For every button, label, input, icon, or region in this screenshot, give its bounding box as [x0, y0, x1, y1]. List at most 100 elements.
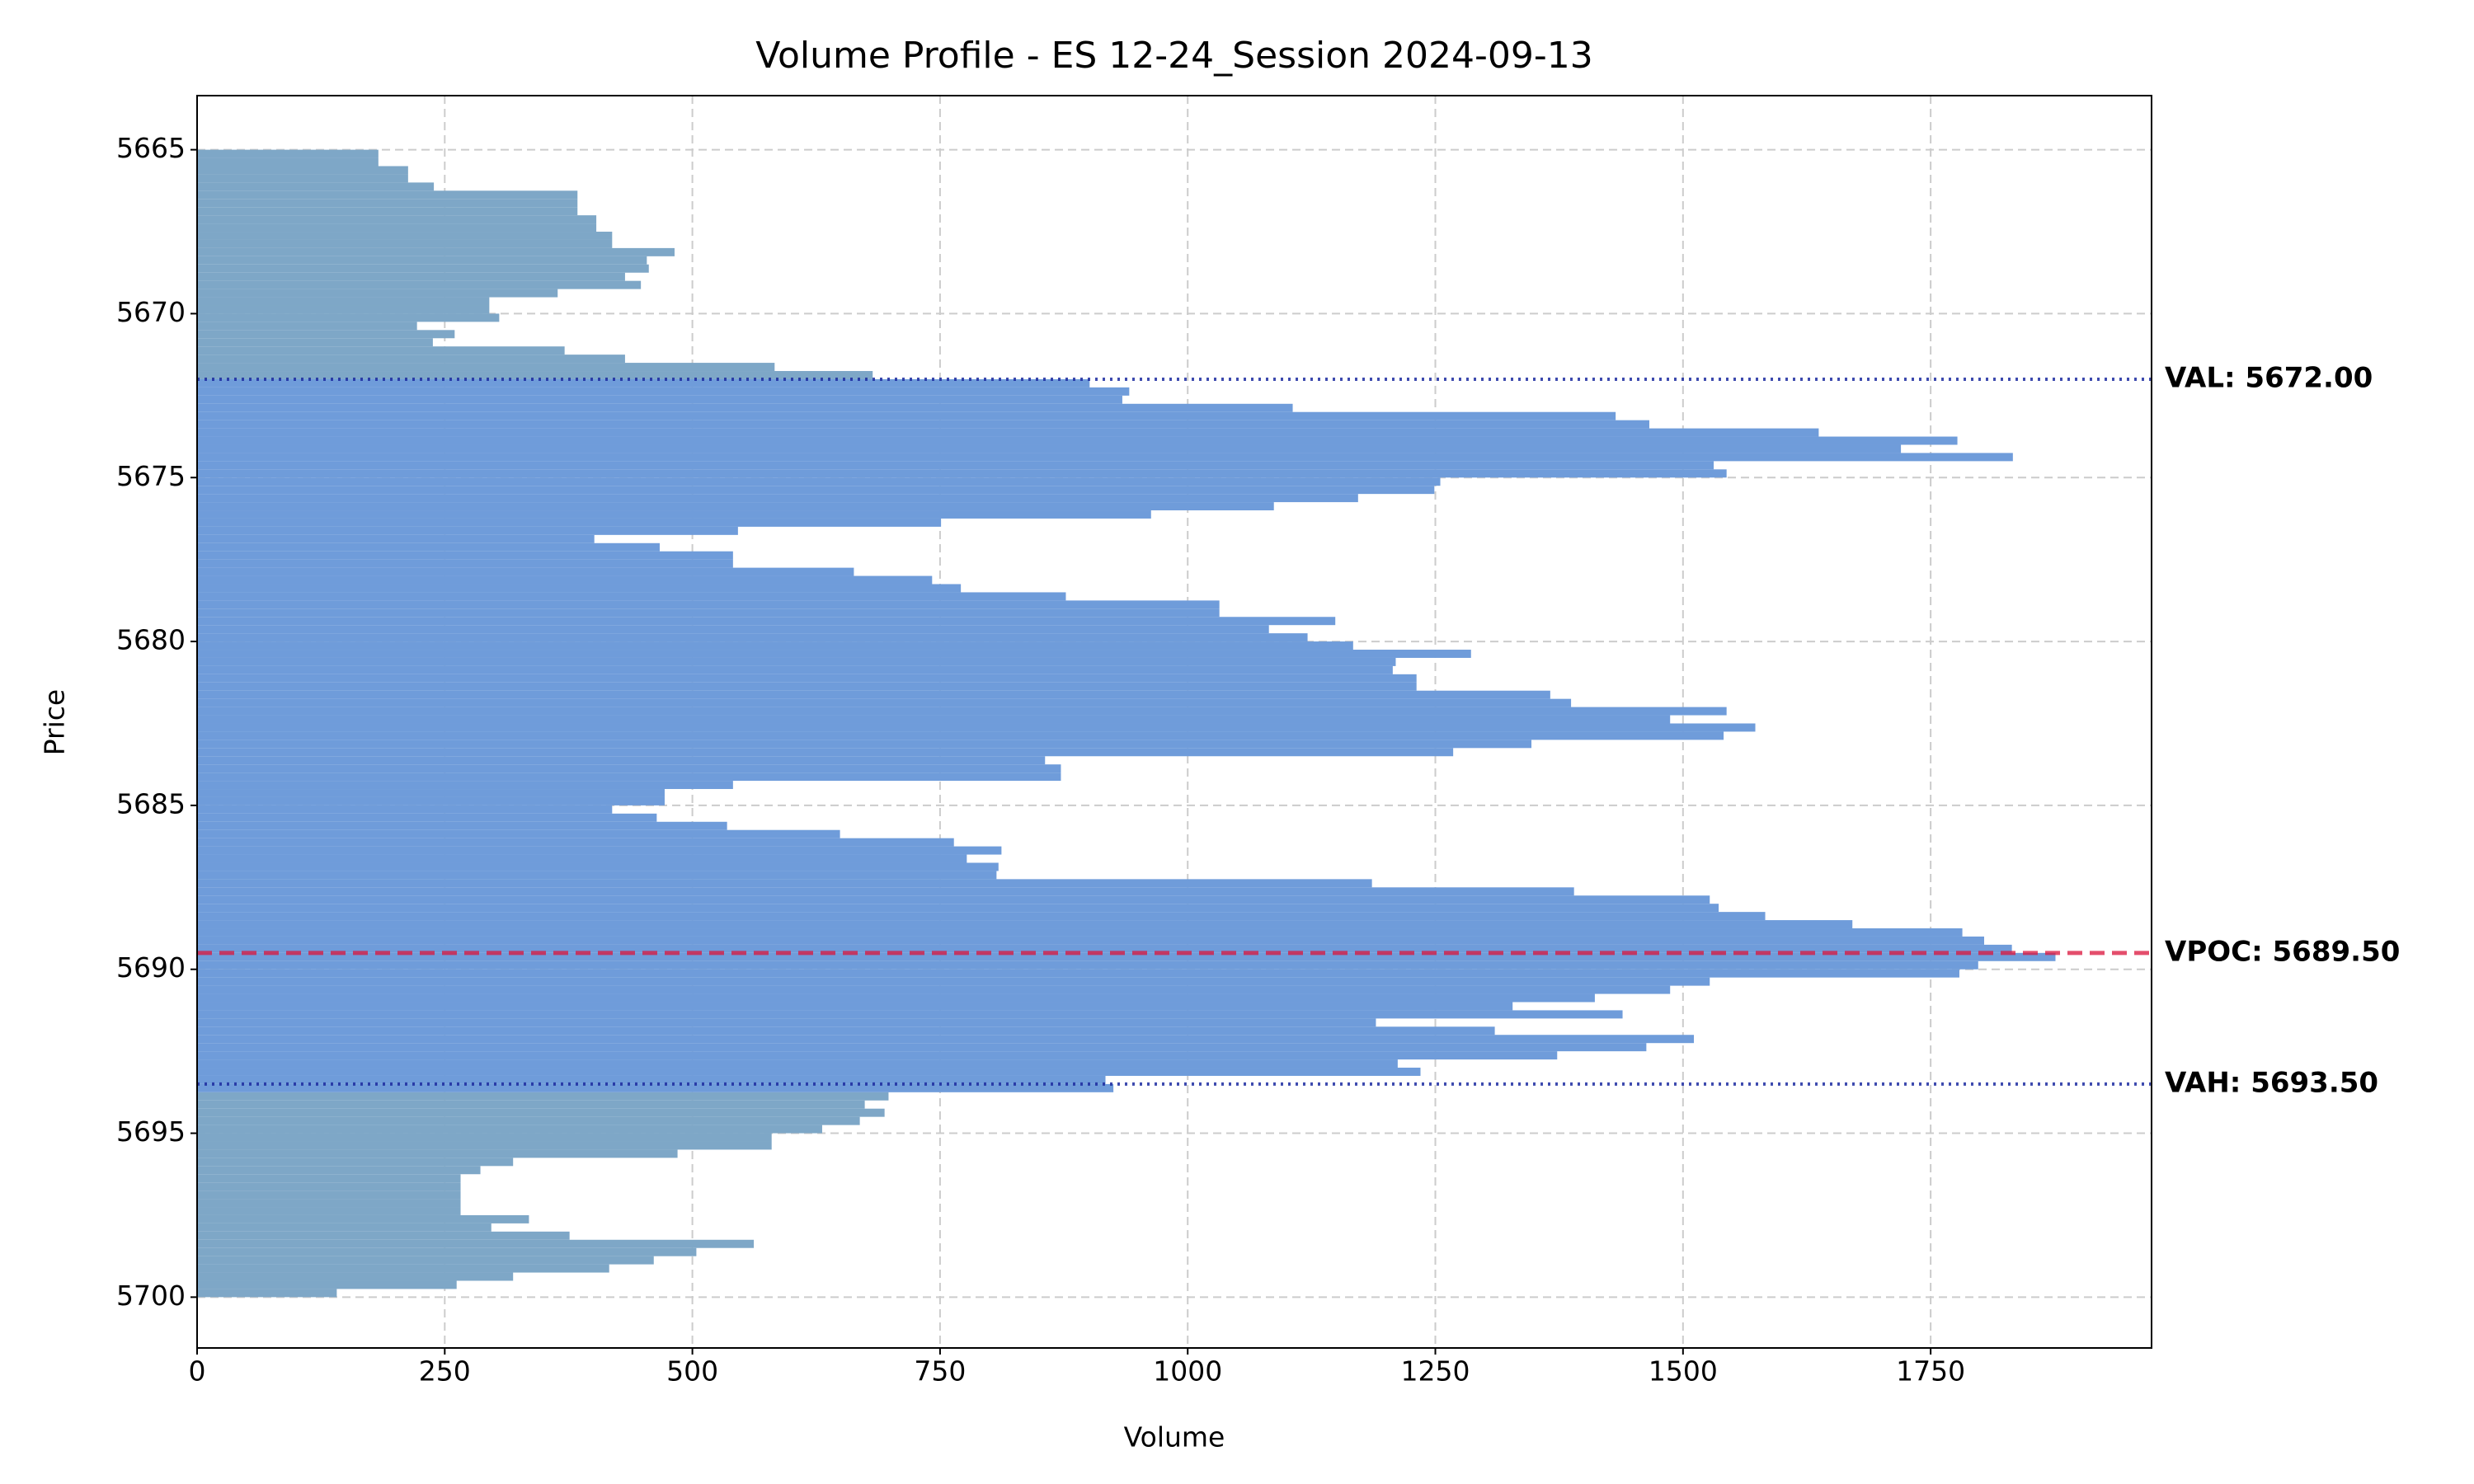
volume-bar [197, 387, 1130, 396]
volume-bar [197, 526, 738, 535]
volume-bar [197, 887, 1574, 896]
volume-bar [197, 1174, 461, 1183]
volume-bar [197, 1280, 457, 1289]
volume-bar [197, 1231, 570, 1240]
volume-bar [197, 1100, 865, 1109]
volume-bar [197, 461, 1714, 470]
volume-bar [197, 1214, 529, 1223]
x-tick-label: 1000 [1153, 1355, 1222, 1388]
volume-bar [197, 420, 1649, 429]
volume-bar [197, 486, 1435, 495]
volume-bar [197, 330, 455, 339]
volume-bar [197, 838, 954, 847]
volume-bar [197, 264, 649, 273]
volume-bar [197, 1133, 772, 1142]
volume-bar [197, 985, 1671, 994]
volume-bar [197, 895, 1710, 904]
volume-bar [197, 166, 408, 175]
y-tick-label: 5685 [116, 787, 186, 819]
volume-bar [197, 1026, 1495, 1036]
y-tick-label: 5670 [116, 296, 186, 328]
volume-bar [197, 846, 1002, 855]
volume-bar [197, 567, 854, 576]
volume-bar [197, 698, 1572, 707]
volume-bar [197, 944, 2012, 953]
volume-bar [197, 1043, 1647, 1052]
volume-bar [197, 469, 1727, 478]
volume-bar [197, 650, 1471, 658]
volume-bar [197, 1264, 609, 1273]
y-tick-label: 5695 [116, 1115, 186, 1148]
volume-bar [197, 764, 1061, 773]
volume-bar [197, 912, 1766, 921]
volume-bar [197, 363, 775, 372]
volume-bar [197, 617, 1336, 626]
volume-bar [197, 436, 1958, 445]
volume-bar [197, 1108, 885, 1117]
volume-bar [197, 494, 1358, 503]
x-axis-label: Volume [1124, 1421, 1225, 1453]
volume-bar [197, 789, 665, 797]
volume-bar [197, 641, 1353, 650]
volume-bar [197, 215, 597, 224]
volume-bar [197, 510, 1151, 519]
volume-bar [197, 1141, 772, 1150]
x-tick-label: 250 [419, 1355, 471, 1388]
volume-bar [197, 608, 1220, 618]
volume-bar [197, 575, 933, 585]
volume-bar [197, 731, 1724, 740]
reference-label: VAL: 5672.00 [2165, 361, 2373, 394]
volume-bar [197, 1010, 1623, 1019]
volume-bar [197, 1075, 1106, 1084]
volume-bar [197, 157, 379, 167]
volume-bar [197, 821, 727, 830]
volume-bar [197, 1247, 697, 1256]
volume-bar [197, 805, 613, 814]
volume-bar [197, 1239, 755, 1248]
y-tick-label: 5700 [116, 1280, 186, 1312]
volume-bar [197, 322, 417, 331]
volume-bar [197, 378, 1090, 387]
volume-bar [197, 600, 1220, 609]
volume-bar [197, 928, 1963, 937]
volume-bar [197, 1116, 860, 1125]
volume-bar [197, 936, 1984, 945]
volume-bar [197, 247, 675, 256]
x-tick-label: 0 [189, 1355, 206, 1388]
volume-bar [197, 854, 967, 863]
y-tick-label: 5665 [116, 132, 186, 164]
volume-bar [197, 355, 625, 364]
volume-bar [197, 633, 1308, 642]
x-tick-label: 750 [914, 1355, 966, 1388]
volume-bar [197, 625, 1269, 634]
volume-bar [197, 182, 435, 191]
volume-bar [197, 1158, 514, 1167]
y-tick-label: 5680 [116, 624, 186, 656]
reference-label: VPOC: 5689.50 [2165, 935, 2400, 968]
volume-bar [197, 371, 873, 379]
volume-bar [197, 1002, 1513, 1011]
volume-bar [197, 756, 1046, 765]
volume-bar [197, 559, 733, 568]
volume-bar [197, 871, 997, 880]
volume-bar [197, 477, 1441, 486]
volume-bar [197, 1051, 1558, 1060]
volume-bar [197, 862, 999, 871]
volume-bar [197, 707, 1727, 716]
volume-bar [197, 190, 578, 200]
volume-bar [197, 232, 613, 240]
volume-bar [197, 313, 500, 322]
volume-bar [197, 1272, 514, 1281]
volume-bar [197, 305, 490, 314]
volume-bar [197, 223, 597, 232]
volume-bar [197, 584, 962, 593]
volume-bar [197, 796, 665, 805]
volume-bar [197, 542, 660, 552]
volume-bar [197, 829, 840, 838]
volume-bar [197, 1059, 1398, 1068]
volume-bar [197, 256, 647, 265]
volume-bar [197, 665, 1393, 674]
volume-bar [197, 280, 642, 289]
volume-bar [197, 444, 1902, 453]
